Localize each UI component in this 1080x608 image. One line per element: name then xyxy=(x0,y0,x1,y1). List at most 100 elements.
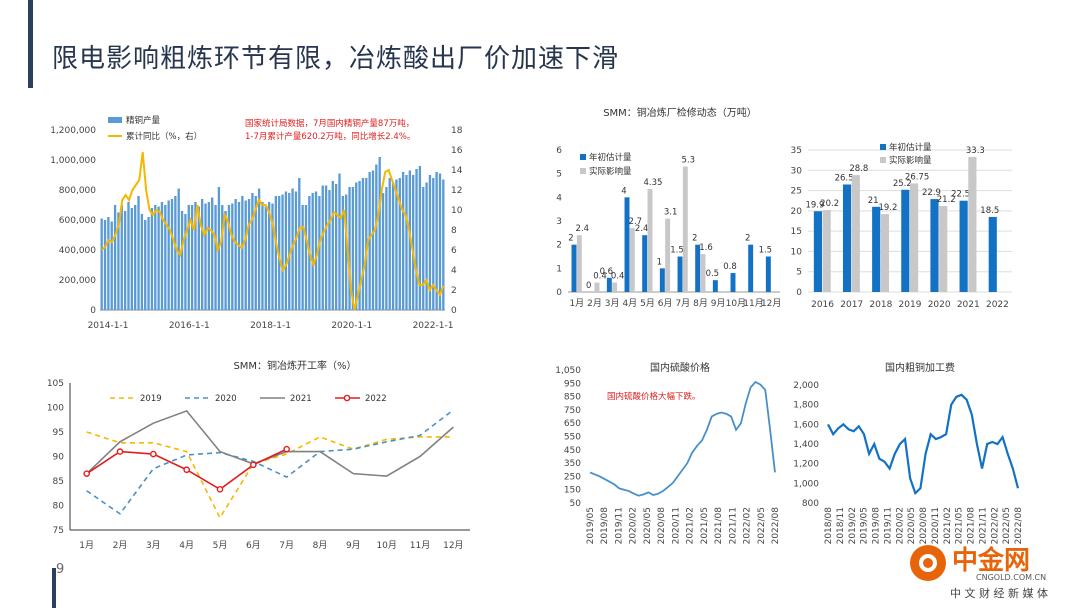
y-right-tick-label: 0 xyxy=(451,306,457,316)
page-number: 9 xyxy=(56,562,65,577)
y-tick-label: 25 xyxy=(791,187,802,197)
bar xyxy=(288,193,291,310)
logo-site: CNGOLD.COM.CN xyxy=(976,573,1046,582)
data-label: 2.4 xyxy=(576,224,590,234)
x-tick-label: 2018/08 xyxy=(824,507,834,545)
y-left-tick-label: 800,000 xyxy=(59,186,96,196)
bar xyxy=(160,202,164,310)
y-tick-label: 105 xyxy=(47,379,64,389)
x-tick-label: 2022/02 xyxy=(743,507,753,544)
legend-label-line: 累计同比（%，右） xyxy=(126,131,202,142)
bar xyxy=(113,205,117,310)
x-tick-label: 2020/11 xyxy=(931,507,941,544)
cngold-logo-icon: 中金网 CNGOLD.COM.CN 中 文 财 经 新 媒 体 xyxy=(910,545,1048,600)
legend-label-bars: 精铜产量 xyxy=(126,115,161,126)
chart-refined-copper: 0 200,000 400,000 600,000 800,000 1,000,000 1,… xyxy=(50,115,463,331)
x-tick-label: 1月 xyxy=(569,298,584,309)
bar xyxy=(147,217,150,310)
x-tick-label: 2021/05 xyxy=(700,507,710,544)
bar xyxy=(401,172,405,310)
y-tick-label: 50 xyxy=(570,499,582,509)
data-label: 21.2 xyxy=(937,195,956,205)
bar xyxy=(321,185,324,310)
y-tick-label: 3 xyxy=(556,217,562,227)
chart-title: SMM：铜冶炼厂检修动态（万吨） xyxy=(603,106,757,119)
bar xyxy=(167,200,170,310)
bar xyxy=(154,205,157,310)
bar xyxy=(910,183,919,292)
bar xyxy=(375,164,378,310)
y-tick-label: 5 xyxy=(796,268,802,278)
bar xyxy=(351,187,355,310)
x-tick-label: 3月 xyxy=(605,298,620,309)
logo-name: 中金网 xyxy=(952,545,1030,576)
y-tick-label: 20 xyxy=(791,207,803,217)
data-label: 20.2 xyxy=(820,199,839,209)
bar xyxy=(247,199,251,310)
legend-swatch-bars xyxy=(108,117,122,123)
data-label: 1 xyxy=(657,257,662,267)
x-tick-label: 2022-1-1 xyxy=(413,321,454,331)
x-tick-label: 2020 xyxy=(928,300,951,310)
data-point xyxy=(116,448,124,455)
data-label: 2 xyxy=(692,234,697,244)
bar xyxy=(901,189,910,292)
data-label: 25.2 xyxy=(893,179,912,189)
bar xyxy=(355,182,358,310)
bar xyxy=(241,196,244,310)
bar xyxy=(281,194,284,310)
bar xyxy=(438,173,442,310)
y-right-tick-label: 16 xyxy=(451,146,463,156)
bar xyxy=(368,172,371,310)
legend-label: 实际影响量 xyxy=(889,155,932,166)
data-label: 4.35 xyxy=(644,178,663,188)
data-label: 5.3 xyxy=(682,156,696,166)
series-line-2019 xyxy=(86,431,454,520)
data-label: 33.3 xyxy=(966,146,985,156)
x-tick-label: 2022/05 xyxy=(1002,507,1012,544)
bar xyxy=(100,218,103,310)
bar xyxy=(197,206,200,310)
bar xyxy=(576,235,582,292)
bar xyxy=(324,185,328,310)
data-label: 19.9 xyxy=(805,200,824,210)
bar xyxy=(103,220,107,310)
bar xyxy=(244,200,247,310)
bar xyxy=(274,196,278,310)
data-point xyxy=(150,450,157,458)
y-tick-label: 1,800 xyxy=(793,401,819,411)
bar xyxy=(234,199,237,310)
y-tick-label: 0 xyxy=(796,288,802,298)
data-label: 21 xyxy=(868,196,879,206)
bar xyxy=(177,188,180,310)
bar xyxy=(200,199,204,310)
bar xyxy=(184,214,187,310)
x-tick-label: 2019/02 xyxy=(848,507,858,544)
x-tick-label: 2019/05 xyxy=(586,507,596,544)
y-left-tick-label: 600,000 xyxy=(59,216,96,226)
bar xyxy=(298,178,301,310)
x-tick-label: 2月 xyxy=(113,540,128,551)
data-point xyxy=(183,466,190,474)
bar xyxy=(130,208,133,310)
bar xyxy=(227,205,231,310)
bar xyxy=(345,194,348,310)
x-tick-label: 2019/05 xyxy=(860,507,870,544)
bar xyxy=(110,221,113,310)
x-tick-label: 5月 xyxy=(213,540,228,551)
data-label: 26.5 xyxy=(835,173,854,183)
bar xyxy=(117,212,120,310)
legend-label: 2019 xyxy=(140,394,162,404)
bar xyxy=(174,196,177,310)
bar xyxy=(571,244,577,292)
bar xyxy=(659,268,665,292)
data-label: 22.5 xyxy=(951,190,970,200)
x-tick-label: 2021/11 xyxy=(728,507,738,544)
x-tick-label: 2019/11 xyxy=(614,507,624,544)
data-label: 0.6 xyxy=(600,267,614,277)
y-tick-label: 30 xyxy=(791,166,803,176)
data-point xyxy=(216,486,224,493)
x-tick-label: 2014-1-1 xyxy=(88,321,129,331)
data-label: 0.8 xyxy=(723,262,737,272)
bar xyxy=(381,193,385,310)
